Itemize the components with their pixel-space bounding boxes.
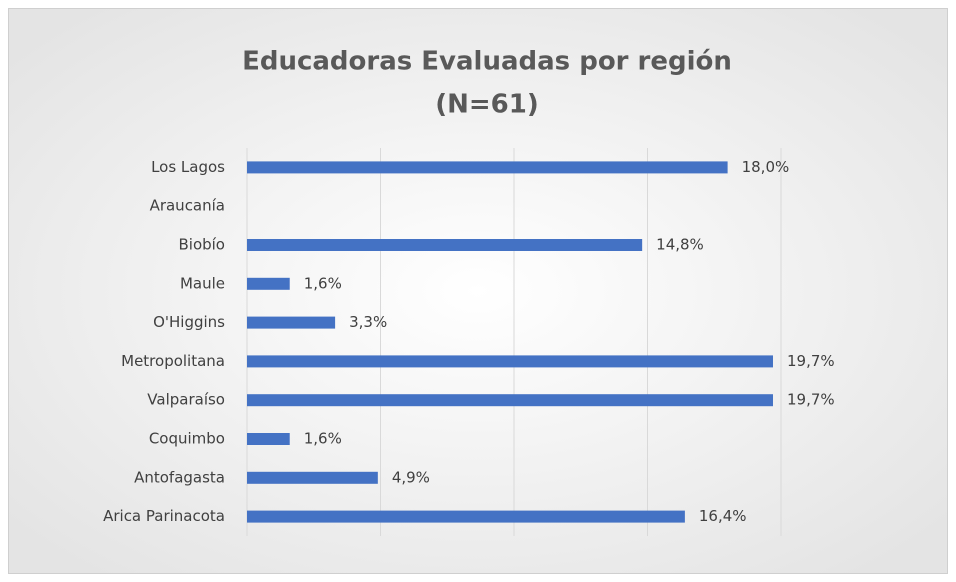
value-label: 4,9% (392, 468, 430, 486)
bar (247, 394, 773, 407)
y-tick-label: Metropolitana (121, 352, 225, 370)
value-label: 14,8% (656, 236, 704, 254)
value-label: 1,6% (304, 274, 342, 292)
y-tick-label: Araucanía (150, 197, 225, 215)
value-label: 1,6% (304, 430, 342, 448)
y-tick-label: Valparaíso (147, 391, 225, 409)
value-label: 19,7% (787, 391, 835, 409)
y-tick-label: Maule (180, 274, 225, 292)
y-tick-label: O'Higgins (153, 313, 225, 331)
y-tick-label: Arica Parinacota (103, 507, 225, 525)
value-label: 16,4% (699, 507, 747, 525)
bar (247, 510, 685, 523)
bar (247, 277, 290, 290)
y-tick-label: Coquimbo (149, 430, 225, 448)
y-tick-label: Antofagasta (134, 468, 225, 486)
chart-frame (8, 8, 948, 574)
value-label: 3,3% (349, 313, 387, 331)
value-label: 19,7% (787, 352, 835, 370)
bar (247, 239, 643, 251)
bar (247, 355, 773, 368)
y-tick-label: Los Lagos (151, 158, 225, 176)
bar (247, 433, 290, 445)
bar (247, 316, 336, 329)
bar (247, 161, 728, 174)
y-tick-label: Biobío (178, 236, 225, 254)
bar (247, 471, 378, 484)
chart-subtitle: (N=61) (435, 90, 539, 120)
chart-title: Educadoras Evaluadas por región (242, 47, 732, 77)
value-label: 18,0% (742, 158, 790, 176)
